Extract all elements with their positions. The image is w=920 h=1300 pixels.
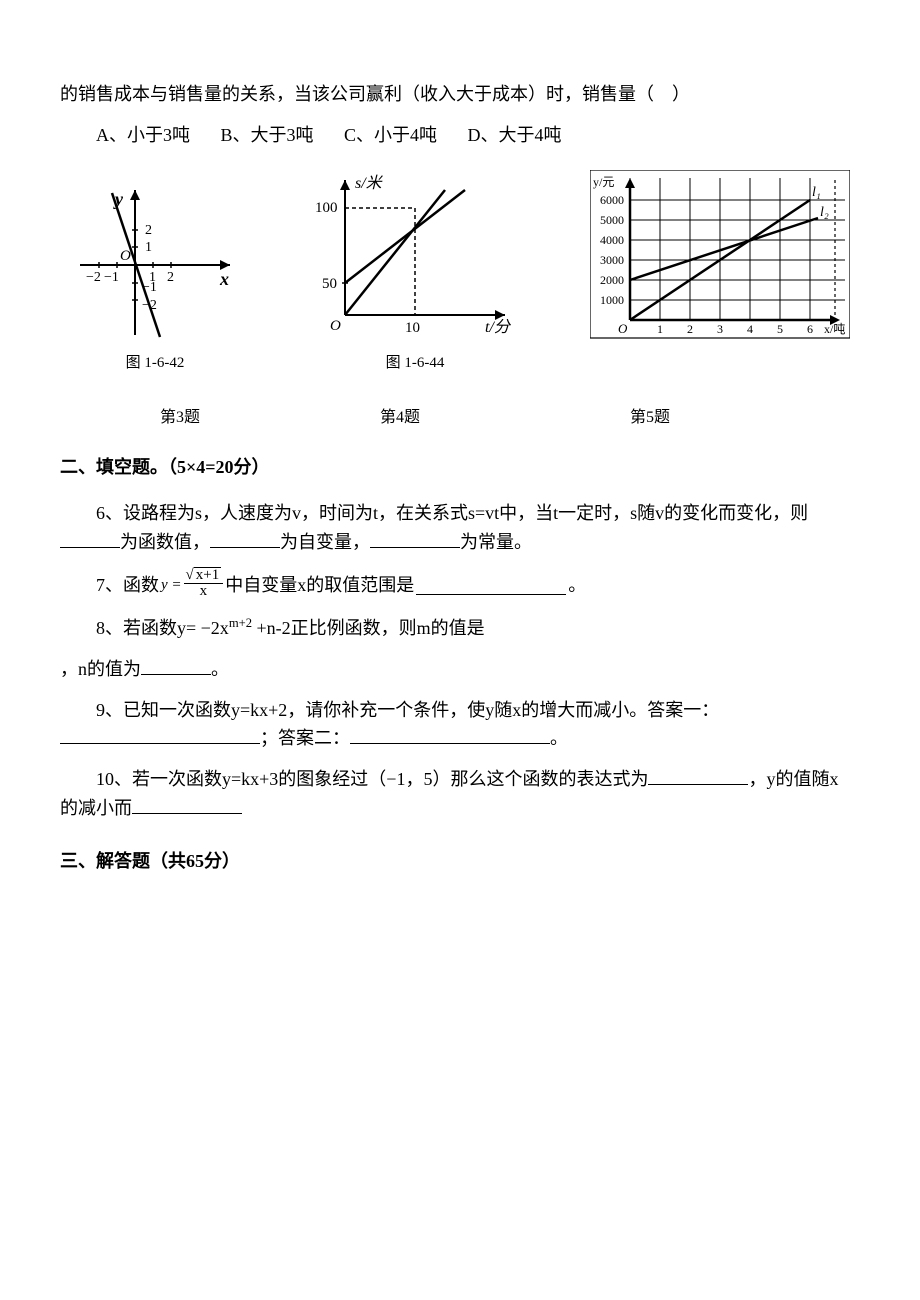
q7-post: 中自变量x的取值范围是: [225, 571, 414, 600]
figure-4-label: 图 1-6-44: [386, 351, 445, 375]
svg-text:5: 5: [777, 322, 783, 336]
q8-sup: m+2: [229, 616, 252, 630]
section-2-title: 二、填空题。（5×4=20分）: [60, 453, 860, 482]
svg-text:l₂: l₂: [820, 205, 829, 220]
q7-blank: [416, 575, 566, 595]
svg-text:s/米: s/米: [355, 174, 384, 192]
svg-text:−1: −1: [104, 270, 119, 285]
svg-text:O: O: [120, 248, 131, 264]
svg-text:2: 2: [687, 322, 693, 336]
caption-q4: 第4题: [380, 405, 420, 431]
svg-text:3: 3: [717, 322, 723, 336]
caption-q5: 第5题: [630, 405, 670, 431]
question-5-options: A、小于3吨 B、大于3吨 C、小于4吨 D、大于4吨: [60, 121, 860, 150]
svg-text:50: 50: [322, 276, 337, 292]
q7-fraction: √x+1 x: [184, 567, 224, 599]
q10-blank-1: [648, 765, 748, 785]
q8-line2-end: 。: [211, 659, 229, 679]
svg-text:O: O: [618, 321, 628, 336]
svg-text:t/分: t/分: [485, 318, 512, 336]
option-c: C、小于4吨: [344, 125, 437, 145]
q6-pre: 6、设路程为s，人速度为v，时间为t，在关系式s=vt中，当t一定时，s随v的变…: [96, 503, 808, 523]
caption-q3: 第3题: [160, 405, 200, 431]
q6-blank-3: [370, 528, 460, 548]
q6-blank-2: [210, 528, 280, 548]
question-10: 10、若一次函数y=kx+3的图象经过（−1，5）那么这个函数的表达式为，y的值…: [60, 765, 860, 823]
figures-row: y x O 2 1 −1 −2 1 2 −1 −2 图 1-6-42: [60, 170, 860, 375]
q9-mid: ；答案二：: [260, 728, 350, 748]
svg-text:10: 10: [405, 320, 420, 336]
q6-mid1: 为函数值，: [120, 532, 210, 552]
svg-text:1000: 1000: [600, 293, 624, 307]
svg-text:x: x: [219, 269, 229, 289]
q8-pre: 8、若函数y= −2x: [96, 618, 229, 638]
q9-blank-1: [60, 725, 260, 745]
q9-blank-2: [350, 725, 550, 745]
option-b: B、大于3吨: [221, 125, 314, 145]
svg-text:l₁: l₁: [812, 185, 821, 200]
svg-text:5000: 5000: [600, 213, 624, 227]
svg-text:y/元: y/元: [593, 175, 614, 189]
q7-yequals: y =: [161, 573, 182, 597]
q7-numerator: √x+1: [184, 567, 224, 584]
svg-text:4000: 4000: [600, 233, 624, 247]
question-5-stem: 的销售成本与销售量的关系，当该公司赢利（收入大于成本）时，销售量（ ）: [60, 80, 860, 109]
q8-post: +n-2正比例函数，则m的值是: [252, 618, 485, 638]
svg-text:−2: −2: [86, 270, 101, 285]
svg-text:1: 1: [149, 270, 156, 285]
q6-mid2: 为自变量，: [280, 532, 370, 552]
svg-text:1: 1: [657, 322, 663, 336]
svg-text:4: 4: [747, 322, 753, 336]
caption-row: 第3题 第4题 第5题: [60, 405, 860, 429]
svg-text:O: O: [330, 318, 341, 334]
figure-4: s/米 t/分 O 100 50 10 图 1-6-44: [310, 170, 520, 375]
svg-text:6: 6: [807, 322, 813, 336]
q6-blank-1: [60, 528, 120, 548]
q10-pre: 10、若一次函数y=kx+3的图象经过（−1，5）那么这个函数的表达式为: [96, 769, 648, 789]
svg-text:1: 1: [145, 240, 152, 255]
q9-pre: 9、已知一次函数y=kx+2，请你补充一个条件，使y随x的增大而减小。答案一：: [96, 700, 719, 720]
figure-5: y/元 6000 5000 4000 3000 2000 1000 O 1 2 …: [590, 170, 850, 340]
section-3-title: 三、解答题（共65分）: [60, 847, 860, 876]
svg-text:x/吨: x/吨: [824, 322, 845, 336]
figure-3: y x O 2 1 −1 −2 1 2 −1 −2 图 1-6-42: [70, 175, 240, 375]
svg-text:2000: 2000: [600, 273, 624, 287]
q6-end: 为常量。: [460, 532, 532, 552]
q7-denominator: x: [184, 584, 224, 599]
svg-text:6000: 6000: [600, 193, 624, 207]
svg-text:100: 100: [315, 200, 338, 216]
question-9: 9、已知一次函数y=kx+2，请你补充一个条件，使y随x的增大而减小。答案一： ；…: [60, 696, 860, 754]
question-8-line1: 8、若函数y= −2xm+2 +n-2正比例函数，则m的值是: [60, 613, 860, 643]
q10-blank-2: [132, 794, 242, 814]
q7-sqrt: x+1: [194, 567, 221, 583]
q8-line2-pre: ，n的值为: [60, 659, 141, 679]
option-d: D、大于4吨: [468, 125, 562, 145]
question-7: 7、函数 y = √x+1 x 中自变量x的取值范围是 。: [60, 569, 860, 601]
svg-text:2: 2: [167, 270, 174, 285]
option-a: A、小于3吨: [96, 125, 190, 145]
svg-text:2: 2: [145, 223, 152, 238]
figure-3-label: 图 1-6-42: [126, 351, 185, 375]
svg-text:3000: 3000: [600, 253, 624, 267]
question-8-line2: ，n的值为 。: [60, 655, 860, 684]
q9-end: 。: [550, 728, 568, 748]
q7-pre: 7、函数: [96, 571, 159, 600]
question-6: 6、设路程为s，人速度为v，时间为t，在关系式s=vt中，当t一定时，s随v的变…: [60, 499, 860, 557]
q7-end: 。: [568, 571, 586, 600]
q8-blank: [141, 655, 211, 675]
